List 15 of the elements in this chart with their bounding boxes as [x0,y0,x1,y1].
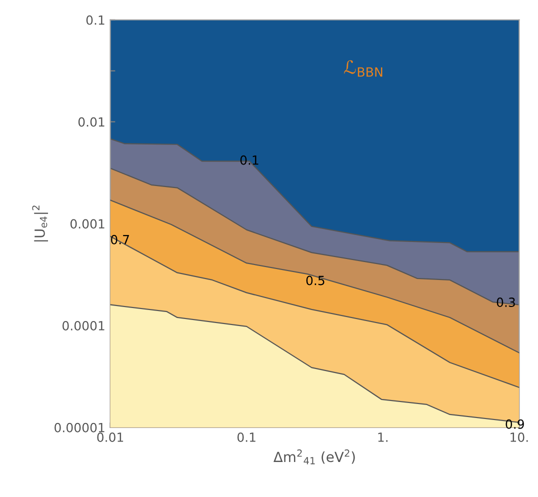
annotation: 0.5 [306,276,324,286]
x-tick-label: 10. [510,432,528,442]
x-axis-title: Δm$^{2}$$_{41}$ (eV$^{2}$) [274,449,355,464]
x-tick-label: 0.01 [97,432,124,442]
x-tick-label: 1. [378,432,388,442]
x-tick-label: 0.1 [237,432,256,442]
annotation: 0.9 [506,419,524,429]
y-tick-label: 0.0001 [62,321,104,330]
y-tick-label: 0.00001 [54,422,104,432]
annotation: ℒ$_{BBN}$ [344,60,382,77]
y-axis-title: |U$_{e4}$|$^{2}$ [32,206,48,242]
y-tick-label: 0.001 [70,219,104,229]
annotation: 0.1 [240,155,258,165]
y-tick-label: 0.01 [78,117,104,127]
y-tick-label: 0.1 [86,15,104,25]
